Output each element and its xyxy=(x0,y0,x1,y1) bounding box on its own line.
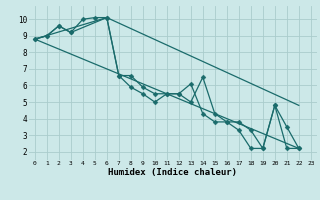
X-axis label: Humidex (Indice chaleur): Humidex (Indice chaleur) xyxy=(108,168,237,177)
